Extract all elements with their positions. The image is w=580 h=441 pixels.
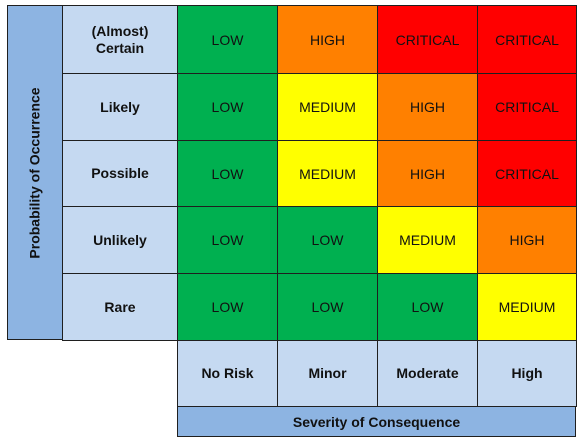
- severity-label-text: High: [511, 365, 543, 381]
- risk-cell: MEDIUM: [477, 273, 577, 341]
- risk-level-text: MEDIUM: [399, 232, 456, 248]
- risk-level-text: LOW: [211, 165, 244, 182]
- severity-label: High: [477, 340, 577, 407]
- risk-level-text: MEDIUM: [299, 165, 356, 182]
- risk-cell: LOW: [177, 5, 278, 74]
- risk-cell: LOW: [177, 206, 278, 274]
- probability-label-text: Likely: [100, 98, 140, 115]
- risk-level-text: LOW: [211, 232, 244, 248]
- risk-cell: CRITICAL: [377, 5, 478, 74]
- y-axis-title: Probability of Occurrence: [27, 86, 44, 259]
- severity-label-text: Moderate: [396, 365, 459, 381]
- severity-label: No Risk: [177, 340, 278, 407]
- severity-label-text: No Risk: [201, 365, 254, 381]
- risk-cell: HIGH: [377, 140, 478, 207]
- risk-cell: HIGH: [377, 73, 478, 141]
- risk-level-text: LOW: [411, 299, 444, 315]
- probability-label-text: (Almost) Certain: [91, 22, 149, 56]
- severity-label-text: Minor: [308, 365, 347, 381]
- risk-cell: LOW: [177, 273, 278, 341]
- risk-level-text: LOW: [311, 232, 344, 248]
- risk-cell: MEDIUM: [277, 140, 378, 207]
- risk-cell: HIGH: [277, 5, 378, 74]
- risk-level-text: HIGH: [310, 31, 345, 48]
- probability-label: (Almost) Certain: [62, 5, 178, 74]
- probability-label: Likely: [62, 73, 178, 141]
- risk-cell: LOW: [177, 73, 278, 141]
- risk-level-text: MEDIUM: [498, 299, 556, 315]
- risk-cell: LOW: [377, 273, 478, 341]
- probability-label-text: Rare: [104, 298, 136, 315]
- risk-level-text: LOW: [211, 299, 244, 315]
- risk-level-text: CRITICAL: [495, 31, 559, 48]
- severity-label: Moderate: [377, 340, 478, 407]
- risk-cell: MEDIUM: [377, 206, 478, 274]
- risk-level-text: CRITICAL: [495, 99, 559, 115]
- probability-label: Rare: [62, 273, 178, 341]
- probability-label: Unlikely: [62, 206, 178, 274]
- risk-level-text: LOW: [211, 99, 244, 115]
- y-axis-bar: Probability of Occurrence: [7, 5, 63, 340]
- x-axis-bar: Severity of Consequence: [177, 406, 576, 437]
- risk-cell: CRITICAL: [477, 140, 577, 207]
- probability-label-text: Unlikely: [93, 231, 147, 248]
- risk-level-text: CRITICAL: [395, 31, 460, 48]
- risk-level-text: CRITICAL: [495, 165, 559, 182]
- risk-cell: HIGH: [477, 206, 577, 274]
- risk-cell: CRITICAL: [477, 5, 577, 74]
- severity-label: Minor: [277, 340, 378, 407]
- risk-level-text: HIGH: [509, 232, 545, 248]
- risk-cell: CRITICAL: [477, 73, 577, 141]
- risk-cell: LOW: [277, 273, 378, 341]
- risk-level-text: LOW: [311, 299, 344, 315]
- risk-level-text: HIGH: [410, 165, 445, 182]
- risk-level-text: LOW: [211, 31, 244, 48]
- risk-level-text: HIGH: [410, 99, 445, 115]
- risk-cell: MEDIUM: [277, 73, 378, 141]
- risk-cell: LOW: [177, 140, 278, 207]
- probability-label-text: Possible: [91, 165, 149, 181]
- risk-cell: LOW: [277, 206, 378, 274]
- probability-label: Possible: [62, 140, 178, 207]
- risk-level-text: MEDIUM: [299, 99, 356, 115]
- x-axis-title: Severity of Consequence: [292, 413, 461, 430]
